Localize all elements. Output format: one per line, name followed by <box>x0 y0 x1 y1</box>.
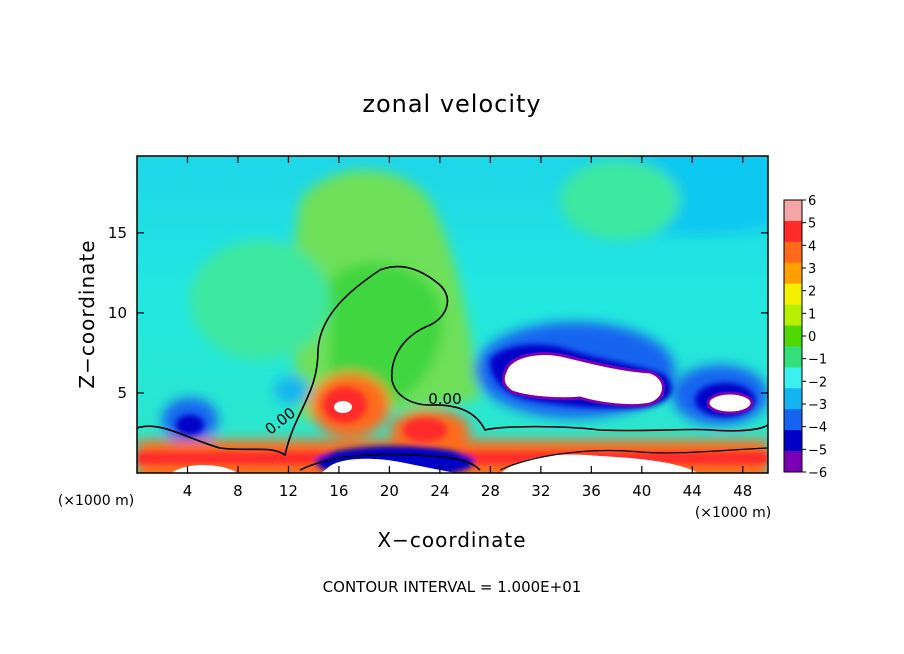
colorbar-swatch <box>784 388 802 410</box>
x-axis-ticks: 4 8 12 16 20 24 28 32 36 40 44 48 <box>183 156 752 500</box>
x-tick-label: 24 <box>430 482 449 500</box>
field-region <box>330 262 443 400</box>
x-axis-unit: (×1000 m) <box>695 505 771 521</box>
colorbar-swatch <box>784 346 802 368</box>
positive-core-region <box>171 465 238 473</box>
zero-contour-line <box>299 453 481 471</box>
colorbar-swatch <box>784 409 802 431</box>
y-axis-label: Z−coordinate <box>75 239 99 388</box>
heatmap-field <box>137 156 768 473</box>
colorbar-swatch <box>784 430 802 452</box>
x-axis-label: X−coordinate <box>377 528 526 552</box>
x-tick-label: 36 <box>582 482 601 500</box>
x-tick-label: 40 <box>632 482 651 500</box>
field-region <box>403 418 447 442</box>
negative-core-region <box>501 352 665 408</box>
y-tick-label: 10 <box>108 304 127 322</box>
field-region <box>560 160 680 240</box>
x-tick-label: 4 <box>183 482 193 500</box>
y-tick-label: 5 <box>117 384 127 402</box>
x-tick-label: 16 <box>329 482 348 500</box>
x-tick-label: 28 <box>481 482 500 500</box>
x-tick-label: 12 <box>279 482 298 500</box>
field-region <box>274 376 310 404</box>
colorbar-tick-label: −6 <box>808 466 827 481</box>
contour-interval-note: CONTOUR INTERVAL = 1.000E+01 <box>323 578 582 596</box>
colorbar-tick-label: 4 <box>808 239 816 254</box>
colorbar-swatch <box>784 325 802 347</box>
colorbar-tick-label: 3 <box>808 262 816 277</box>
colorbar-tick-label: −4 <box>808 421 827 436</box>
colorbar-tick-label: 6 <box>808 194 816 209</box>
y-tick-label: 15 <box>108 224 127 242</box>
colorbar-tick-label: 1 <box>808 307 816 322</box>
positive-core-region <box>501 454 699 473</box>
colorbar-tick-label: −1 <box>808 353 827 368</box>
x-tick-label: 48 <box>733 482 752 500</box>
colorbar-tick-label: −5 <box>808 443 827 458</box>
colorbar-swatch <box>784 367 802 389</box>
x-tick-label: 8 <box>233 482 243 500</box>
negative-core-region <box>321 458 455 473</box>
zero-contour-line <box>137 265 768 457</box>
y-axis-unit: (×1000 m) <box>58 493 134 509</box>
y-axis-ticks: 5 10 15 <box>108 224 768 402</box>
x-tick-label: 20 <box>380 482 399 500</box>
zero-contour-line <box>499 447 768 471</box>
colorbar: 6 5 4 3 2 1 0 −1 −2 −3 −4 −5 −6 <box>783 194 827 481</box>
colorbar-swatch <box>784 304 802 327</box>
field-region <box>190 240 330 360</box>
colorbar-swatch <box>784 200 802 222</box>
positive-core-region <box>334 401 352 413</box>
colorbar-tick-label: −2 <box>808 375 827 390</box>
colorbar-tick-label: 0 <box>808 330 816 345</box>
chart-title: zonal velocity <box>362 90 541 118</box>
colorbar-tick-label: −3 <box>808 398 827 413</box>
colorbar-tick-label: 2 <box>808 285 816 300</box>
colorbar-swatch <box>784 220 802 243</box>
plot-frame <box>136 155 769 474</box>
colorbar-swatch <box>784 262 802 285</box>
field-region <box>176 415 204 435</box>
colorbar-swatch <box>784 241 802 264</box>
colorbar-swatch <box>784 451 802 473</box>
x-tick-label: 44 <box>683 482 702 500</box>
x-tick-label: 32 <box>531 482 550 500</box>
colorbar-swatch <box>784 283 802 306</box>
negative-core-region <box>706 391 754 415</box>
colorbar-tick-label: 5 <box>808 217 816 232</box>
contour-label: 0.00 <box>428 390 461 408</box>
